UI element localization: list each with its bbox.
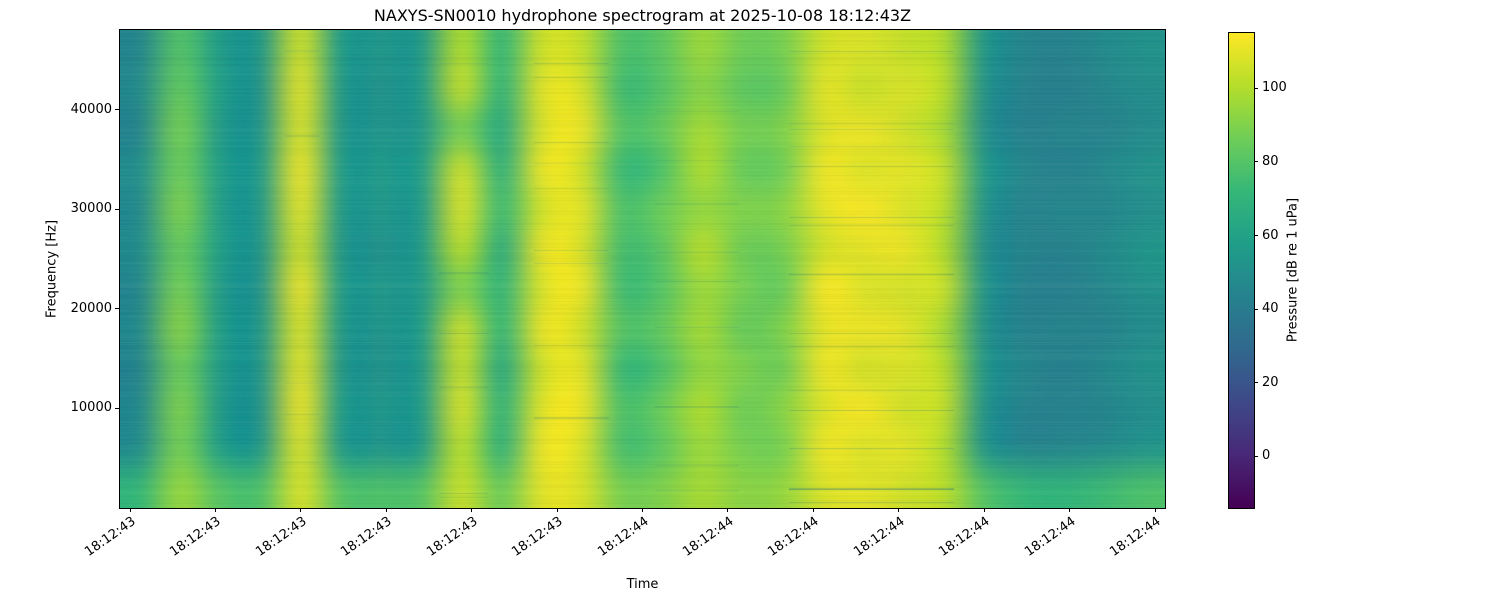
x-tick-mark (471, 508, 473, 512)
colorbar-canvas (1229, 33, 1254, 508)
colorbar-tick-mark (1254, 161, 1258, 163)
colorbar-tick-label: 40 (1262, 301, 1279, 317)
colorbar-tick-mark (1254, 87, 1258, 89)
x-tick-mark (983, 508, 985, 512)
colorbar-label: Pressure [dB re 1 uPa] (1285, 197, 1301, 343)
y-tick-label: 20000 (70, 300, 112, 316)
spectrogram-canvas (120, 30, 1165, 508)
x-tick-mark (1069, 508, 1071, 512)
x-tick-mark (385, 508, 387, 512)
chart-title: NAXYS-SN0010 hydrophone spectrogram at 2… (373, 6, 912, 25)
colorbar-tick-mark (1254, 308, 1258, 310)
y-tick-label: 40000 (70, 101, 112, 117)
colorbar-tick-label: 100 (1262, 80, 1287, 96)
colorbar-tick-label: 20 (1262, 374, 1279, 390)
x-tick-mark (727, 508, 729, 512)
colorbar-tick-label: 60 (1262, 227, 1279, 243)
y-tick-label: 10000 (70, 400, 112, 416)
y-tick-label: 30000 (70, 201, 112, 217)
colorbar-tick-mark (1254, 235, 1258, 237)
y-tick-mark (115, 308, 119, 310)
spectrogram-plot (119, 29, 1166, 509)
y-tick-mark (115, 208, 119, 210)
x-tick-mark (300, 508, 302, 512)
x-tick-mark (1154, 508, 1156, 512)
colorbar (1228, 32, 1255, 509)
x-axis-label: Time (626, 577, 659, 592)
colorbar-tick-label: 80 (1262, 153, 1279, 169)
x-tick-mark (129, 508, 131, 512)
colorbar-tick-mark (1254, 382, 1258, 384)
x-tick-mark (556, 508, 558, 512)
colorbar-tick-mark (1254, 455, 1258, 457)
y-tick-mark (115, 407, 119, 409)
colorbar-tick-label: 0 (1262, 448, 1271, 464)
y-tick-mark (115, 109, 119, 111)
x-tick-mark (898, 508, 900, 512)
x-tick-mark (812, 508, 814, 512)
x-tick-mark (214, 508, 216, 512)
x-tick-mark (642, 508, 643, 512)
